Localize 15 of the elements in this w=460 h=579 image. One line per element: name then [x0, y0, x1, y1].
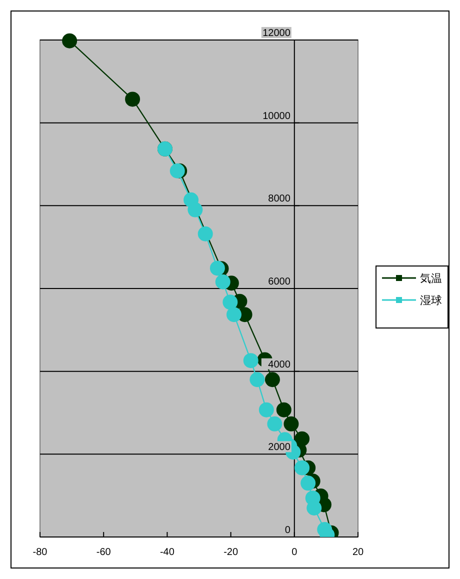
- y-tick-label: 4000: [268, 359, 291, 370]
- y-tick-label: 6000: [268, 276, 291, 288]
- x-tick-label: -20: [224, 547, 238, 558]
- legend-label: 湿球: [420, 294, 442, 307]
- y-tick-label: 12000: [262, 28, 291, 39]
- x-tick-label: 0: [292, 547, 298, 558]
- y-tick-label: 2000: [268, 442, 291, 454]
- x-tick-label: -60: [96, 547, 112, 558]
- legend-label: 気温: [420, 272, 442, 285]
- x-tick-label: -80: [32, 547, 48, 558]
- y-tick-label: 8000: [268, 194, 291, 205]
- x-tick-label: 20: [352, 547, 364, 558]
- y-tick-label: 0: [284, 525, 291, 536]
- x-tick-label: -40: [160, 547, 175, 558]
- y-tick-label: 10000: [262, 110, 291, 122]
